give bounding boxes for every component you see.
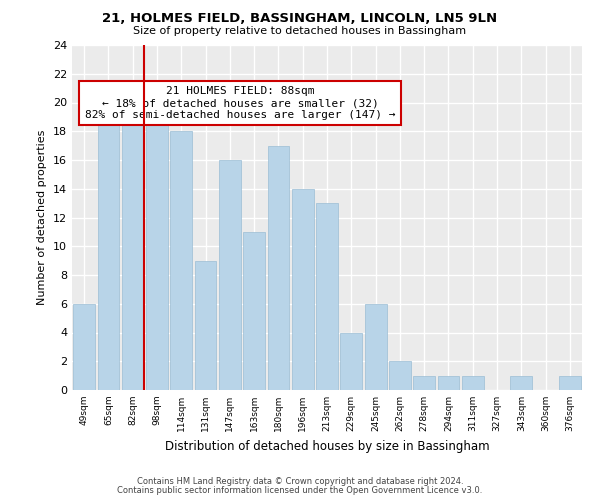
Text: 21, HOLMES FIELD, BASSINGHAM, LINCOLN, LN5 9LN: 21, HOLMES FIELD, BASSINGHAM, LINCOLN, L… [103,12,497,26]
Bar [170,131,192,390]
Text: Contains HM Land Registry data © Crown copyright and database right 2024.: Contains HM Land Registry data © Crown c… [137,477,463,486]
Bar [340,332,362,390]
Bar [292,188,314,390]
Text: 21 HOLMES FIELD: 88sqm
← 18% of detached houses are smaller (32)
82% of semi-det: 21 HOLMES FIELD: 88sqm ← 18% of detached… [85,86,395,120]
Bar [389,361,411,390]
Bar [97,117,119,390]
Bar [122,102,143,390]
Bar [73,304,95,390]
Bar [511,376,532,390]
Text: Contains public sector information licensed under the Open Government Licence v3: Contains public sector information licen… [118,486,482,495]
Y-axis label: Number of detached properties: Number of detached properties [37,130,47,305]
X-axis label: Distribution of detached houses by size in Bassingham: Distribution of detached houses by size … [164,440,490,452]
Text: Size of property relative to detached houses in Bassingham: Size of property relative to detached ho… [133,26,467,36]
Bar [219,160,241,390]
Bar [243,232,265,390]
Bar [146,102,168,390]
Bar [559,376,581,390]
Bar [365,304,386,390]
Bar [437,376,460,390]
Bar [316,203,338,390]
Bar [462,376,484,390]
Bar [268,146,289,390]
Bar [194,260,217,390]
Bar [413,376,435,390]
